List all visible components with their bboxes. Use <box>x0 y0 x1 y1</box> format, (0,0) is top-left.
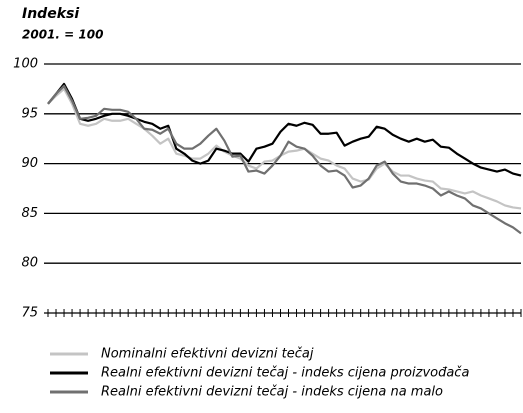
y-tick-label: 100 <box>13 57 38 72</box>
y-tick-label: 75 <box>21 306 38 321</box>
line-series <box>47 82 522 177</box>
line-series <box>47 84 522 235</box>
y-tick-label: 95 <box>21 106 38 121</box>
chart-title: Indeksi <box>22 6 79 22</box>
legend-label: Realni efektivni devizni tečaj - indeks … <box>101 385 443 400</box>
y-tick-label: 85 <box>21 206 38 221</box>
y-tick-label: 90 <box>21 156 38 171</box>
y-tick-label: 80 <box>21 256 38 271</box>
legend-label: Realni efektivni devizni tečaj - indeks … <box>101 366 469 381</box>
chart-subtitle: 2001. = 100 <box>22 28 103 42</box>
legend-label: Nominalni efektivni devizni tečaj <box>101 347 314 362</box>
line-series <box>47 87 522 210</box>
